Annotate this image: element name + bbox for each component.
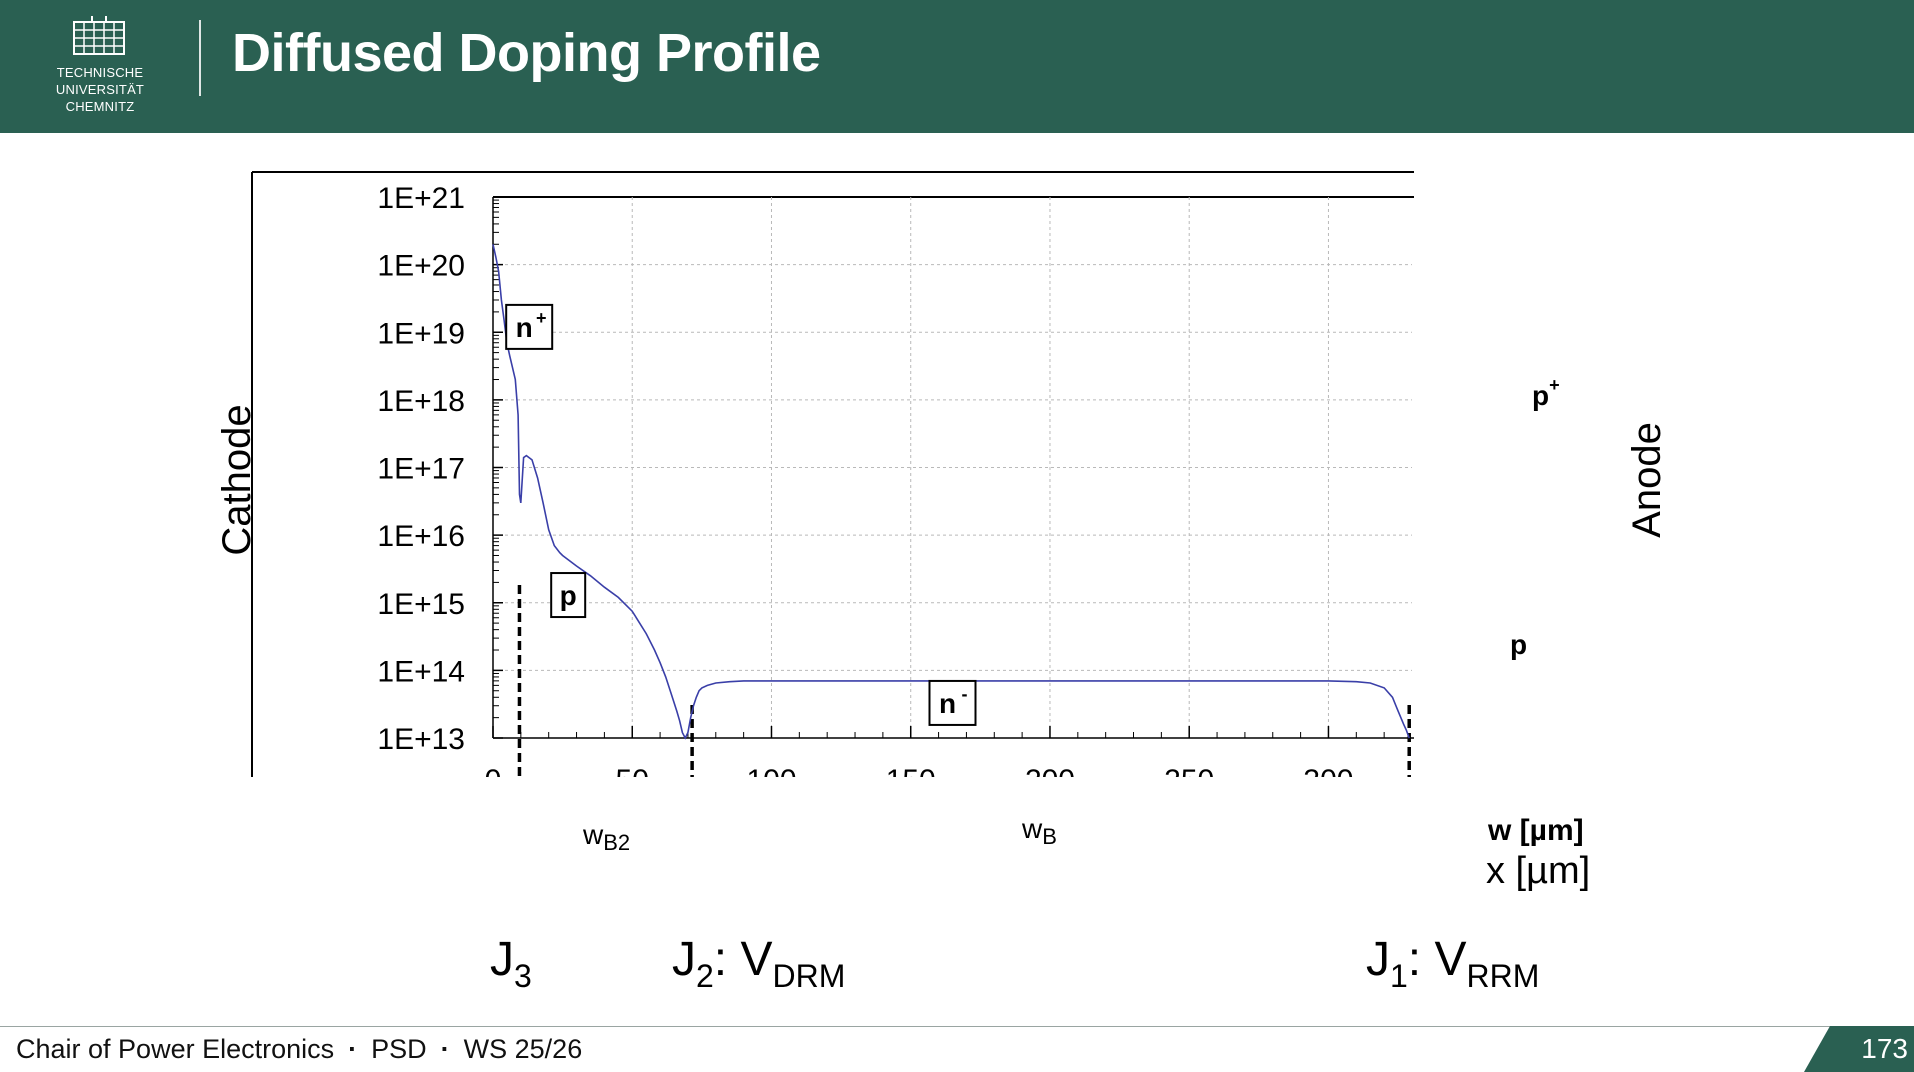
x-axis-label-cropped: w [µm] [1487, 814, 1584, 847]
j2-vsub: DRM [772, 958, 845, 994]
j1-label: J1: VRRM [1366, 933, 1539, 994]
y-tick-label: 1E+19 [377, 317, 465, 350]
j1-main: J [1366, 933, 1390, 986]
region-label-text: n [939, 688, 956, 719]
y-tick-label: 1E+14 [377, 655, 465, 688]
j3-main: J [490, 933, 514, 986]
grid-lines [493, 197, 1412, 739]
region-label-sup: - [962, 684, 968, 704]
y-tick-label: 1E+18 [377, 385, 465, 418]
series-lines [492, 244, 1410, 740]
region-label-box [550, 572, 587, 619]
region-labels: n +pn - [505, 303, 977, 726]
crop-mask [240, 777, 1420, 827]
region-label-text: n [516, 312, 533, 343]
region-label-sup: + [536, 308, 547, 328]
footer-divider [0, 1026, 1914, 1027]
page-number: 173 [1861, 1033, 1908, 1064]
y-tick-label: 1E+20 [377, 250, 465, 283]
j2-sub: 2 [696, 958, 714, 994]
y-tick-label: 1E+15 [377, 588, 465, 621]
j1-sub: 1 [1390, 958, 1408, 994]
wb-main: w [1021, 813, 1043, 844]
p-plus-sup: + [1549, 375, 1560, 395]
chart-frame-background [252, 172, 1414, 780]
anode-label: Anode [1625, 422, 1669, 538]
university-building-icon [73, 16, 125, 55]
y-tick-labels: 1E+21 1E+20 1E+19 1E+18 1E+17 1E+16 1E+15 1E+14… [377, 182, 465, 756]
j1-vsub: RRM [1466, 958, 1539, 994]
x-axis-label: x [µm] [1486, 850, 1590, 892]
wb2-main: w [582, 819, 604, 850]
wb-label: wB [1021, 813, 1057, 849]
university-name-line2: CHEMNITZ [65, 99, 135, 114]
j2-main: J [672, 933, 696, 986]
header-divider [199, 20, 201, 96]
p-plus-region-label: p+ [1532, 375, 1560, 411]
region-label-text: p [560, 580, 577, 611]
j1-v: : V [1408, 933, 1467, 986]
region-label-box [928, 679, 977, 726]
y-tick-label: 1E+13 [377, 723, 465, 756]
p-plus-main: p [1532, 380, 1549, 411]
region-label-box [505, 303, 554, 350]
p-region-label-right: p [1510, 629, 1527, 660]
footer-chair: Chair of Power Electronics [16, 1034, 335, 1064]
junction-markers [517, 585, 1411, 780]
university-logo: TECHNISCHE UNIVERSITÄT CHEMNITZ [14, 14, 186, 114]
wb2-label: wB2 [582, 819, 630, 855]
j3-label: J3 [490, 933, 532, 994]
cathode-label: Cathode [215, 404, 259, 555]
j3-sub: 3 [514, 958, 532, 994]
footer-separator: · [440, 1034, 450, 1064]
university-name-line1: TECHNISCHE UNIVERSITÄT [55, 65, 145, 97]
footer-separator: · [348, 1034, 358, 1064]
footer-course: PSD [371, 1034, 427, 1064]
y-tick-label: 1E+17 [377, 453, 465, 486]
header-bar: TECHNISCHE UNIVERSITÄT CHEMNITZ Diffused… [0, 0, 1914, 133]
page-number-tab [1804, 1026, 1914, 1072]
wb2-sub: B2 [603, 830, 630, 855]
doping-profile-line [492, 244, 1410, 740]
footer: Chair of Power Electronics · PSD · WS 25/26 [16, 1034, 582, 1065]
crop-mask-label [1480, 820, 1630, 840]
page-title: Diffused Doping Profile [232, 23, 821, 83]
wb-sub: B [1042, 824, 1057, 849]
j2-label: J2: VDRM [672, 933, 845, 994]
y-tick-label: 1E+16 [377, 520, 465, 553]
j2-v: : V [714, 933, 773, 986]
y-tick-label: 1E+21 [377, 182, 465, 215]
footer-semester: WS 25/26 [463, 1034, 583, 1064]
